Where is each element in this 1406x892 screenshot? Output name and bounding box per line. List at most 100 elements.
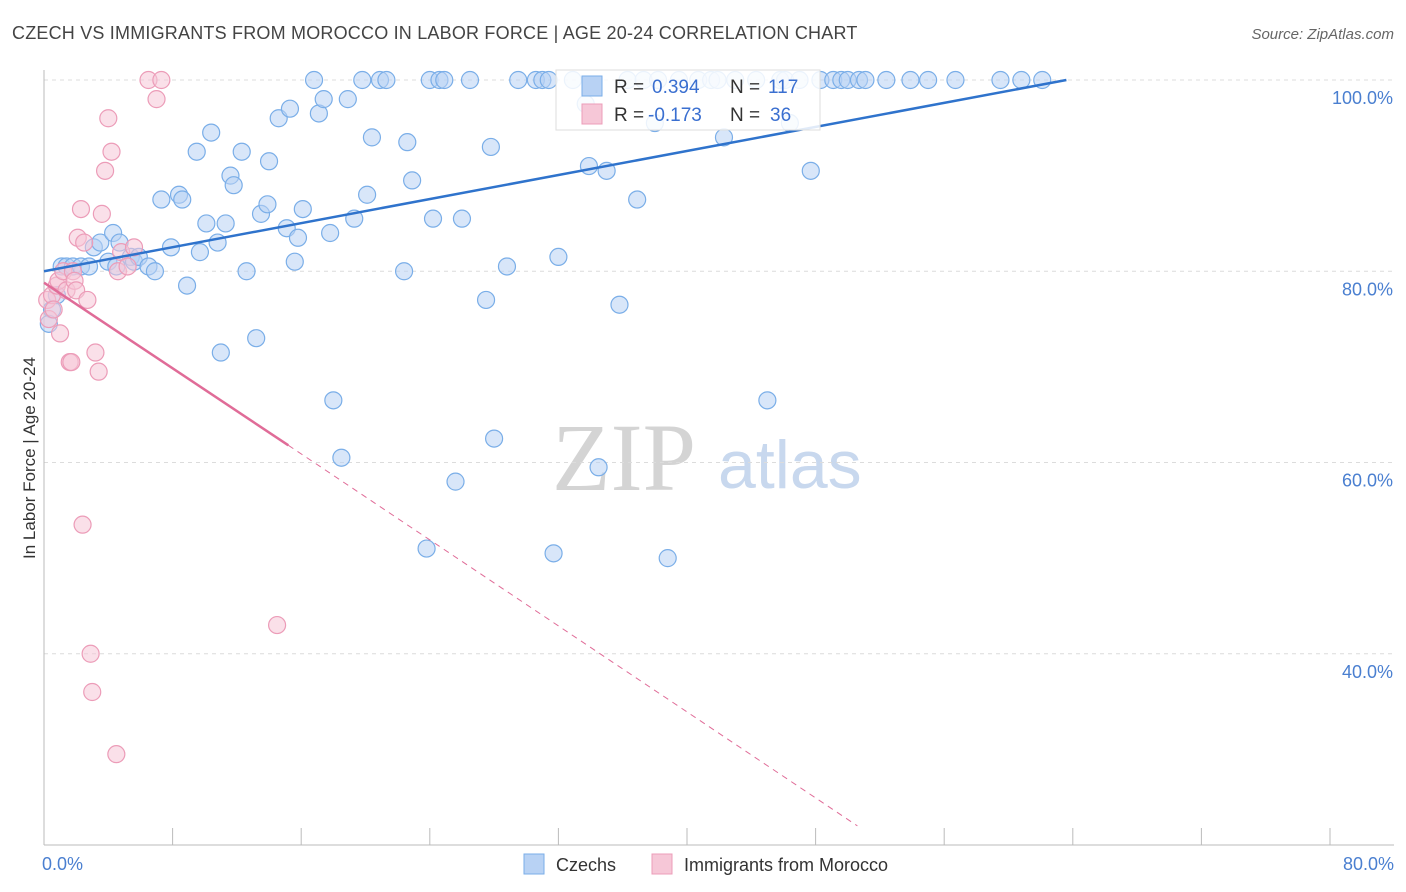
data-point bbox=[377, 70, 396, 90]
trend-line-czechs bbox=[43, 78, 1067, 273]
trend-line-extension bbox=[288, 444, 858, 827]
data-point bbox=[107, 745, 126, 764]
legend-swatch-czechs bbox=[523, 853, 545, 875]
data-point bbox=[946, 70, 965, 90]
data-point bbox=[86, 343, 105, 362]
data-point bbox=[304, 70, 324, 90]
data-point bbox=[628, 190, 647, 209]
data-point bbox=[338, 90, 357, 109]
data-point bbox=[71, 199, 91, 219]
data-point bbox=[259, 152, 279, 171]
data-point bbox=[288, 228, 308, 247]
data-point bbox=[237, 262, 256, 281]
data-point bbox=[476, 290, 496, 310]
data-point bbox=[758, 391, 777, 410]
data-point bbox=[197, 214, 216, 233]
data-point bbox=[285, 252, 304, 271]
data-point bbox=[50, 324, 70, 343]
data-point bbox=[544, 544, 563, 563]
y-tick-label: 40.0% bbox=[1342, 662, 1393, 682]
y-tick-label: 60.0% bbox=[1342, 471, 1393, 491]
morocco-r-label: R = bbox=[614, 105, 644, 126]
czechs-r-label: R = bbox=[614, 77, 644, 98]
data-point bbox=[124, 238, 144, 257]
data-point bbox=[211, 343, 230, 362]
legend-label-morocco: Immigrants from Morocco bbox=[684, 855, 888, 875]
data-point bbox=[801, 161, 820, 180]
data-point bbox=[856, 70, 875, 90]
data-points bbox=[38, 70, 1052, 764]
data-point bbox=[353, 70, 372, 90]
data-point bbox=[877, 70, 896, 90]
chart-title: CZECH VS IMMIGRANTS FROM MOROCCO IN LABO… bbox=[12, 23, 858, 43]
czechs-swatch bbox=[581, 75, 603, 97]
data-point bbox=[460, 70, 480, 90]
legend-label-czechs: Czechs bbox=[556, 855, 616, 875]
data-point bbox=[403, 171, 422, 190]
data-point bbox=[658, 549, 677, 568]
data-point bbox=[92, 204, 111, 223]
series-morocco bbox=[38, 70, 287, 764]
data-point bbox=[452, 209, 472, 228]
data-point bbox=[102, 142, 121, 161]
y-axis-tick-labels: 40.0% 60.0% 80.0% 100.0% bbox=[1332, 88, 1393, 682]
data-point bbox=[99, 109, 118, 128]
data-point bbox=[118, 257, 137, 276]
chart-source: Source: ZipAtlas.com bbox=[1251, 26, 1394, 43]
data-point bbox=[75, 233, 94, 252]
data-point bbox=[610, 295, 629, 314]
data-point bbox=[173, 190, 192, 209]
data-point bbox=[362, 128, 382, 147]
data-point bbox=[398, 133, 417, 152]
data-point bbox=[435, 70, 454, 90]
data-point bbox=[509, 70, 528, 90]
data-point bbox=[280, 99, 300, 118]
data-point bbox=[81, 644, 100, 663]
data-point bbox=[224, 176, 243, 195]
data-point bbox=[481, 137, 500, 157]
data-point bbox=[83, 682, 102, 702]
data-point bbox=[62, 352, 81, 372]
data-point bbox=[147, 90, 166, 109]
gridlines bbox=[44, 79, 1394, 655]
data-point bbox=[78, 290, 97, 310]
morocco-r-value: -0.173 bbox=[648, 105, 702, 126]
czechs-r-value: 0.394 bbox=[652, 77, 700, 98]
axes bbox=[43, 70, 1394, 846]
trend-lines bbox=[43, 78, 1067, 827]
data-point bbox=[358, 185, 377, 204]
data-point bbox=[485, 429, 504, 448]
data-point bbox=[73, 515, 92, 534]
data-point bbox=[145, 262, 165, 281]
data-point bbox=[187, 142, 206, 161]
data-point bbox=[417, 539, 436, 558]
series-legend: Czechs Immigrants from Morocco bbox=[523, 853, 888, 875]
data-point bbox=[901, 70, 920, 90]
x-tick-label-max: 80.0% bbox=[1343, 854, 1394, 874]
data-point bbox=[232, 142, 251, 161]
data-point bbox=[247, 329, 266, 348]
data-point bbox=[177, 276, 197, 295]
morocco-swatch bbox=[581, 103, 603, 125]
data-point bbox=[258, 195, 277, 214]
data-point bbox=[202, 123, 221, 142]
data-point bbox=[293, 199, 312, 219]
data-point bbox=[497, 257, 517, 276]
data-point bbox=[314, 90, 333, 109]
data-point bbox=[152, 70, 171, 90]
series-czechs bbox=[39, 70, 1052, 568]
data-point bbox=[324, 391, 343, 410]
watermark-zip: ZIP bbox=[552, 404, 696, 511]
data-point bbox=[423, 209, 443, 228]
data-point bbox=[446, 472, 465, 491]
data-point bbox=[95, 161, 115, 180]
trend-line-morocco bbox=[43, 281, 290, 447]
data-point bbox=[190, 243, 210, 262]
data-point bbox=[539, 70, 558, 90]
data-point bbox=[216, 214, 235, 233]
data-point bbox=[267, 615, 287, 635]
data-point bbox=[152, 190, 171, 209]
stats-legend: R = 0.394 N = 117 R = -0.173 N = 36 bbox=[555, 69, 821, 131]
data-point bbox=[579, 156, 599, 176]
